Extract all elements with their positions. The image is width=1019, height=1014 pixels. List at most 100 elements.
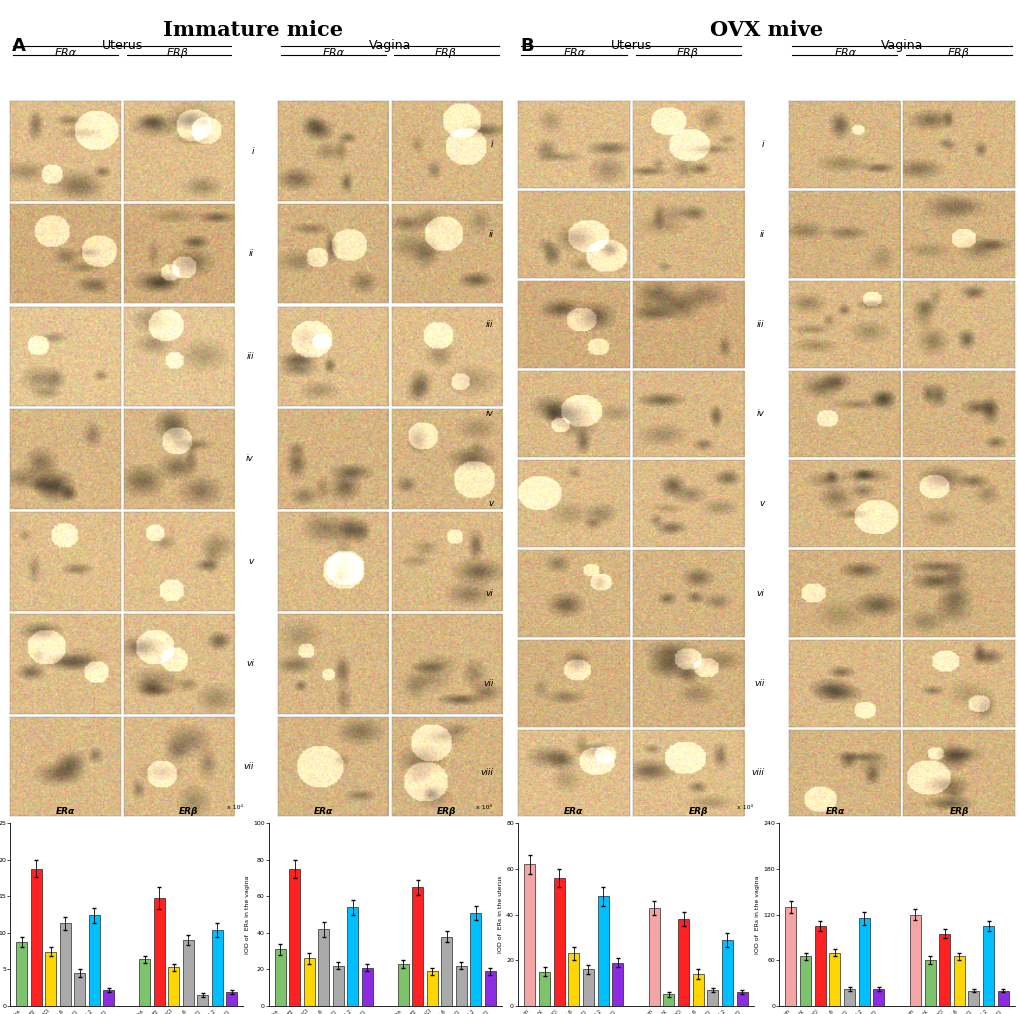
Bar — [484, 971, 495, 1006]
Bar — [412, 887, 423, 1006]
Bar — [843, 990, 854, 1006]
Bar — [538, 971, 549, 1006]
Text: ERβ: ERβ — [949, 807, 968, 816]
Bar — [427, 971, 437, 1006]
Bar — [289, 869, 300, 1006]
Bar — [997, 991, 1008, 1006]
Bar — [470, 913, 481, 1006]
Text: ERα: ERα — [834, 48, 856, 58]
Text: Uterus: Uterus — [610, 39, 651, 52]
Y-axis label: IOD of  ERs in the vagina: IOD of ERs in the vagina — [755, 875, 760, 954]
Text: ii: ii — [758, 230, 763, 239]
Bar — [721, 940, 733, 1006]
Text: ERβ: ERβ — [434, 48, 457, 58]
Bar — [74, 973, 85, 1006]
Bar — [582, 969, 593, 1006]
Bar — [45, 952, 56, 1006]
Bar — [982, 926, 994, 1006]
Bar — [909, 915, 920, 1006]
Text: ERα: ERα — [564, 48, 585, 58]
Text: iii: iii — [247, 352, 254, 361]
Bar — [304, 958, 315, 1006]
Text: ERβ: ERβ — [178, 807, 198, 816]
Text: vii: vii — [244, 762, 254, 771]
Text: i: i — [251, 147, 254, 156]
Bar — [967, 991, 978, 1006]
Bar — [568, 953, 579, 1006]
Bar — [814, 926, 825, 1006]
Bar — [31, 869, 42, 1006]
Text: iv: iv — [246, 454, 254, 463]
Y-axis label: IOD of  ERs in the uterus: IOD of ERs in the uterus — [498, 876, 502, 953]
Text: i: i — [761, 140, 763, 149]
Text: vii: vii — [753, 678, 763, 687]
Text: ERα: ERα — [314, 807, 333, 816]
Text: viii: viii — [480, 769, 493, 778]
Text: Vagina: Vagina — [369, 39, 411, 52]
Text: viii: viii — [751, 769, 763, 778]
Text: v: v — [488, 499, 493, 508]
Bar — [785, 907, 796, 1006]
Text: x 10⁴: x 10⁴ — [226, 805, 243, 810]
Bar — [736, 992, 747, 1006]
Bar — [648, 908, 659, 1006]
Text: B: B — [520, 37, 533, 55]
Bar — [858, 919, 869, 1006]
Text: ERα: ERα — [56, 807, 74, 816]
Text: iv: iv — [756, 410, 763, 419]
Bar — [397, 964, 409, 1006]
Bar — [923, 960, 934, 1006]
Text: vi: vi — [485, 589, 493, 598]
Text: Immature mice: Immature mice — [163, 20, 342, 41]
Bar — [168, 967, 179, 1006]
Bar — [89, 916, 100, 1006]
Bar — [872, 990, 883, 1006]
Text: v: v — [249, 557, 254, 566]
Bar — [597, 896, 608, 1006]
Bar — [275, 949, 285, 1006]
Bar — [662, 995, 674, 1006]
Bar — [346, 908, 358, 1006]
Bar — [154, 897, 165, 1006]
Text: ERβ: ERβ — [947, 48, 968, 58]
Text: x 10⁴: x 10⁴ — [475, 805, 491, 810]
Bar — [455, 965, 467, 1006]
Bar — [611, 962, 623, 1006]
Text: i: i — [491, 140, 493, 149]
Text: Uterus: Uterus — [101, 39, 143, 52]
Bar — [103, 990, 114, 1006]
Bar — [140, 959, 150, 1006]
Text: ii: ii — [249, 249, 254, 259]
Bar — [362, 967, 372, 1006]
Text: iv: iv — [485, 410, 493, 419]
Text: vii: vii — [483, 678, 493, 687]
Bar — [553, 878, 565, 1006]
Text: iii: iii — [486, 319, 493, 329]
Text: vi: vi — [756, 589, 763, 598]
Text: ERα: ERα — [824, 807, 844, 816]
Bar — [182, 940, 194, 1006]
Bar — [799, 956, 810, 1006]
Text: A: A — [12, 37, 26, 55]
Bar — [706, 990, 717, 1006]
Text: iii: iii — [756, 319, 763, 329]
Text: vi: vi — [246, 659, 254, 668]
Bar — [226, 992, 236, 1006]
Text: ERβ: ERβ — [676, 48, 698, 58]
Y-axis label: IOD of  ERs in the vagina: IOD of ERs in the vagina — [245, 875, 250, 954]
Bar — [828, 953, 840, 1006]
Bar — [524, 864, 535, 1006]
Text: v: v — [758, 499, 763, 508]
Text: ERα: ERα — [55, 48, 77, 58]
Text: x 10⁴: x 10⁴ — [736, 805, 752, 810]
Bar — [938, 934, 950, 1006]
Bar — [60, 924, 70, 1006]
Text: ERα: ERα — [323, 48, 344, 58]
Bar — [16, 942, 28, 1006]
Bar — [318, 929, 329, 1006]
Text: ERα: ERα — [564, 807, 583, 816]
Bar — [197, 995, 208, 1006]
Text: OVX mive: OVX mive — [710, 20, 822, 41]
Text: ERβ: ERβ — [688, 807, 707, 816]
Bar — [953, 956, 964, 1006]
